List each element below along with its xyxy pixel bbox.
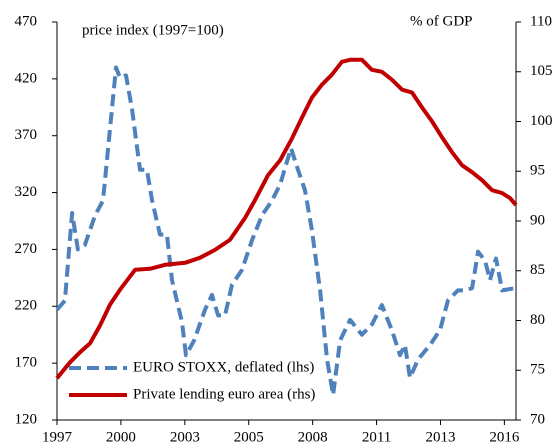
y-tick-label: 220 [15, 298, 38, 314]
y-tick-label: 270 [15, 241, 38, 257]
y-tick-label: 470 [15, 13, 38, 29]
y2-tick-label: 110 [530, 13, 552, 29]
y-tick-label: 420 [15, 70, 38, 86]
series-line [55, 65, 516, 397]
y2-tick-label: 80 [530, 312, 545, 328]
y-tick-label: 120 [15, 411, 38, 427]
x-tick-label: 2008 [298, 429, 328, 445]
y2-tick-label: 70 [530, 411, 545, 427]
y-tick-label: 320 [15, 184, 38, 200]
x-tick-label: 1997 [42, 429, 73, 445]
y2-tick-label: 95 [530, 163, 545, 179]
y2-tick-label: 105 [530, 63, 553, 79]
y-tick-label: 170 [15, 355, 38, 371]
x-tick-label: 2000 [106, 429, 136, 445]
y-tick-label: 370 [15, 127, 38, 143]
x-tick-label: 2005 [234, 429, 264, 445]
y-axis-label: price index (1997=100) [82, 22, 224, 38]
y2-tick-label: 75 [530, 362, 545, 378]
series-line [55, 57, 518, 380]
x-tick-label: 2011 [362, 429, 391, 445]
y2-tick-label: 85 [530, 262, 545, 278]
y2-tick-label: 100 [530, 113, 553, 129]
y2-axis-label: % of GDP [410, 13, 473, 29]
legend-label: EURO STOXX, deflated (lhs) [133, 359, 314, 375]
legend-label: Private lending euro area (rhs) [133, 386, 315, 402]
x-tick-label: 2016 [489, 429, 520, 445]
y2-tick-label: 90 [530, 212, 545, 228]
x-tick-label: 2013 [425, 429, 455, 445]
x-tick-label: 2003 [170, 429, 200, 445]
